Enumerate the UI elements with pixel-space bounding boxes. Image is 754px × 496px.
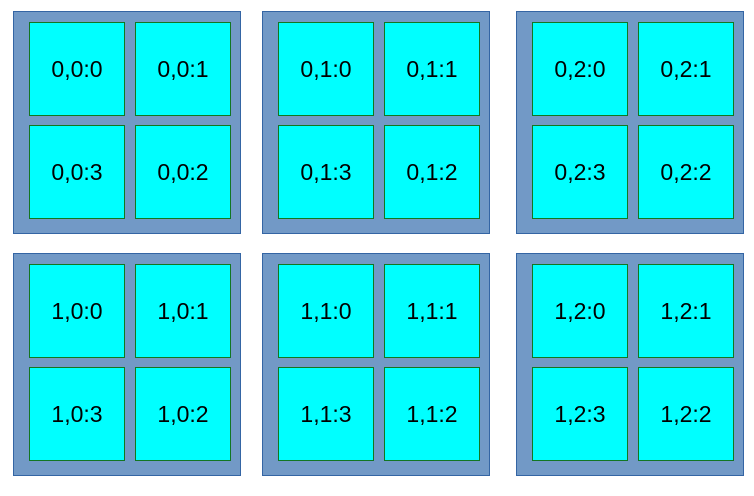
cell: 0,2:0: [532, 22, 628, 116]
group-1-0: 1,0:0 1,0:1 1,0:3 1,0:2: [13, 253, 241, 476]
cell: 1,1:3: [278, 367, 374, 461]
group-1-2: 1,2:0 1,2:1 1,2:3 1,2:2: [516, 253, 744, 476]
group-0-0: 0,0:0 0,0:1 0,0:3 0,0:2: [13, 11, 241, 234]
cell: 1,1:1: [384, 264, 480, 358]
cell: 0,2:1: [638, 22, 734, 116]
cell: 0,2:3: [532, 125, 628, 219]
cell: 0,1:3: [278, 125, 374, 219]
group-0-1: 0,1:0 0,1:1 0,1:3 0,1:2: [262, 11, 490, 234]
cell: 1,1:0: [278, 264, 374, 358]
cell: 1,0:2: [135, 367, 231, 461]
cell: 0,0:3: [29, 125, 125, 219]
cell: 0,2:2: [638, 125, 734, 219]
cell: 0,1:1: [384, 22, 480, 116]
cell: 0,0:0: [29, 22, 125, 116]
group-1-1: 1,1:0 1,1:1 1,1:3 1,1:2: [262, 253, 490, 476]
cell: 1,0:3: [29, 367, 125, 461]
cell: 1,2:0: [532, 264, 628, 358]
cell: 1,0:1: [135, 264, 231, 358]
cell: 0,0:1: [135, 22, 231, 116]
cell: 1,2:1: [638, 264, 734, 358]
cell: 0,1:2: [384, 125, 480, 219]
cell: 0,1:0: [278, 22, 374, 116]
cell: 1,2:2: [638, 367, 734, 461]
cell: 1,0:0: [29, 264, 125, 358]
cell: 1,2:3: [532, 367, 628, 461]
cell: 0,0:2: [135, 125, 231, 219]
cell: 1,1:2: [384, 367, 480, 461]
group-0-2: 0,2:0 0,2:1 0,2:3 0,2:2: [516, 11, 744, 234]
